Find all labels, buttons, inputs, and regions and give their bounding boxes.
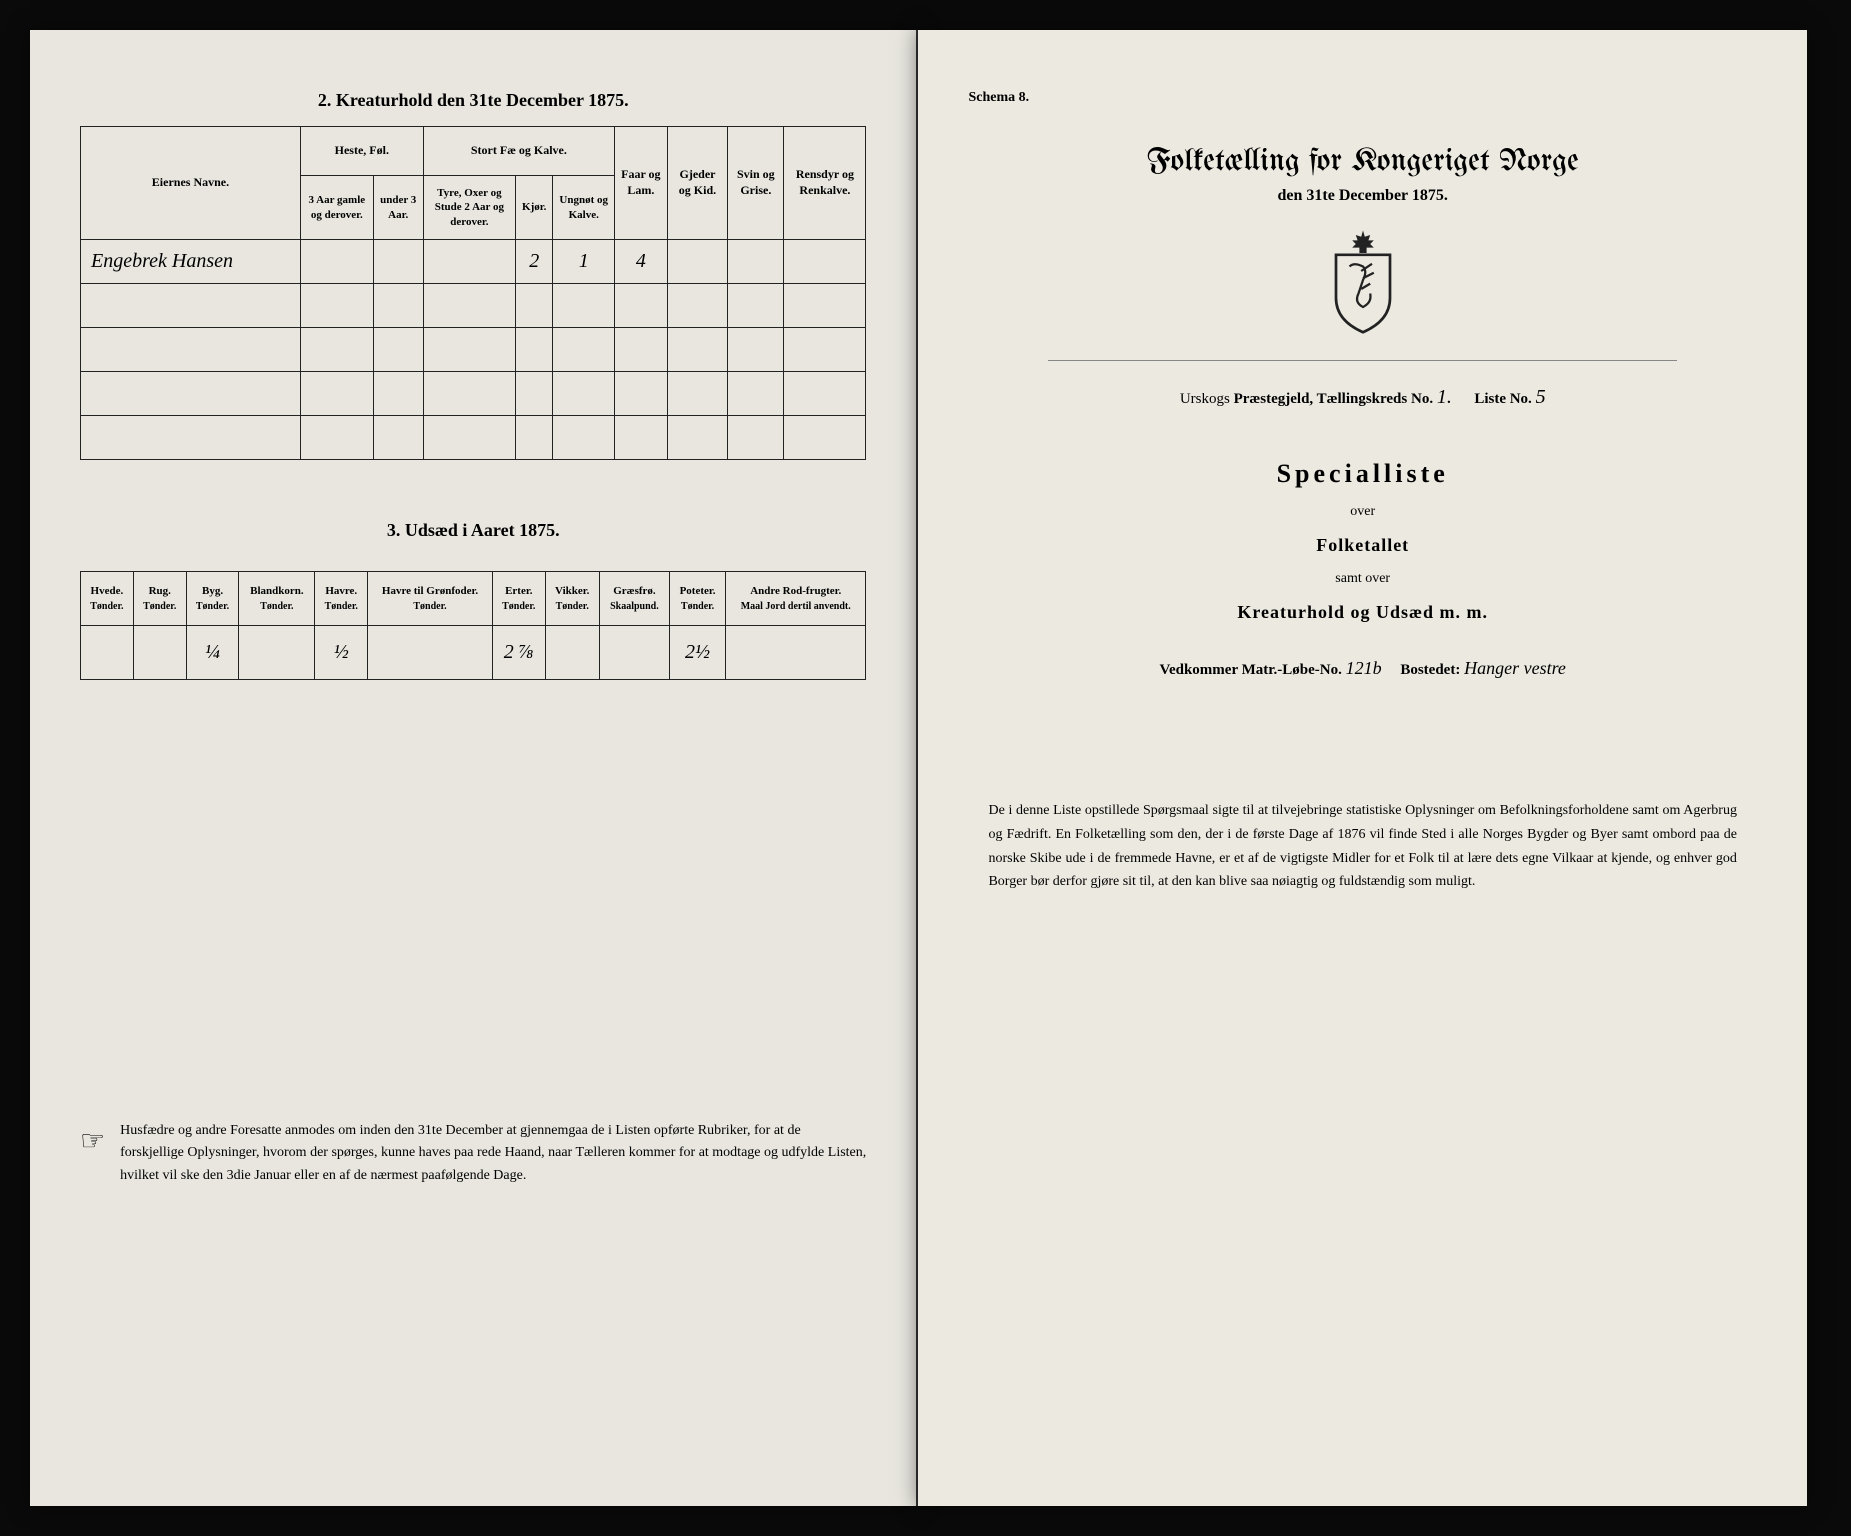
folketallet-label: Folketallet <box>968 535 1756 556</box>
col-pigs: Svin og Grise. <box>728 127 784 240</box>
sowing-table: Hvede.Tønder. Rug.Tønder. Byg.Tønder. Bl… <box>80 571 866 680</box>
table-row <box>81 416 866 460</box>
col-potatoes: Poteter.Tønder. <box>670 572 726 626</box>
col-owner-name: Eiernes Navne. <box>81 127 301 240</box>
parish-label: Præstegjeld, Tællingskreds No. <box>1234 391 1433 407</box>
liste-label: Liste No. <box>1474 391 1532 407</box>
cell <box>239 626 315 680</box>
col-grass-seed: Græsfrø.Skaalpund. <box>599 572 669 626</box>
cell-sheep: 4 <box>615 240 668 284</box>
over-label: over <box>968 504 1756 520</box>
matr-line: Vedkommer Matr.-Løbe-No. 121b Bostedet: … <box>968 658 1756 679</box>
samt-over-label: samt over <box>968 571 1756 587</box>
col-calves: Ungnøt og Kalve. <box>553 176 615 240</box>
cell <box>725 626 866 680</box>
table-row <box>81 284 866 328</box>
cell <box>368 626 493 680</box>
left-page: 2. Kreaturhold den 31te December 1875. E… <box>30 30 918 1506</box>
cell <box>728 240 784 284</box>
cell <box>784 240 866 284</box>
matr-label: Vedkommer Matr.-Løbe-No. <box>1160 662 1342 678</box>
livestock-table: Eiernes Navne. Heste, Føl. Stort Fæ og K… <box>80 126 866 460</box>
footer-note: ☞ Husfædre og andre Foresatte anmodes om… <box>80 1120 866 1187</box>
bostedet-label: Bostedet: <box>1400 662 1460 678</box>
cell <box>667 240 728 284</box>
table-header-row: Hvede.Tønder. Rug.Tønder. Byg.Tønder. Bl… <box>81 572 866 626</box>
right-page: Schema 8. Folketælling for Kongeriget No… <box>918 30 1806 1506</box>
col-vetches: Vikker.Tønder. <box>545 572 599 626</box>
kreatur-line: Kreaturhold og Udsæd m. m. <box>968 602 1756 623</box>
table-row: ¼ ½ 2 ⅞ 2½ <box>81 626 866 680</box>
coat-of-arms-icon <box>968 225 1756 340</box>
cell: 2 ⅞ <box>492 626 545 680</box>
cell: ¼ <box>186 626 239 680</box>
owner-name: Engebrek Hansen <box>81 240 301 284</box>
census-date: den 31te December 1875. <box>968 187 1756 205</box>
section3-title: 3. Udsæd i Aaret 1875. <box>80 520 866 541</box>
col-bulls: Tyre, Oxer og Stude 2 Aar og derover. <box>423 176 515 240</box>
cell <box>599 626 669 680</box>
col-mixed: Blandkorn.Tønder. <box>239 572 315 626</box>
bostedet-value: Hanger vestre <box>1464 658 1566 678</box>
document-spread: 2. Kreaturhold den 31te December 1875. E… <box>0 0 1851 1536</box>
col-barley: Byg.Tønder. <box>186 572 239 626</box>
col-rye: Rug.Tønder. <box>133 572 186 626</box>
table-row: Engebrek Hansen 2 1 4 <box>81 240 866 284</box>
divider <box>1048 360 1676 361</box>
cell <box>545 626 599 680</box>
section2-title: 2. Kreaturhold den 31te December 1875. <box>80 90 866 111</box>
cell: ½ <box>315 626 368 680</box>
table-header-row: Eiernes Navne. Heste, Føl. Stort Fæ og K… <box>81 127 866 176</box>
cell <box>373 240 423 284</box>
col-peas: Erter.Tønder. <box>492 572 545 626</box>
schema-label: Schema 8. <box>968 90 1756 106</box>
col-oats: Havre.Tønder. <box>315 572 368 626</box>
col-cattle: Stort Fæ og Kalve. <box>423 127 614 176</box>
cell-cows: 2 <box>516 240 553 284</box>
pointer-hand-icon: ☞ <box>80 1120 105 1165</box>
col-root-crops: Andre Rod-frugter.Maal Jord dertil anven… <box>725 572 866 626</box>
right-footer-text: De i denne Liste opstillede Spørgsmaal s… <box>968 799 1756 894</box>
parish-prefix: Urskogs <box>1180 391 1230 407</box>
cell <box>133 626 186 680</box>
col-sheep: Faar og Lam. <box>615 127 668 240</box>
table-row <box>81 372 866 416</box>
census-title: Folketælling for Kongeriget Norge <box>968 146 1756 179</box>
col-goats: Gjeder og Kid. <box>667 127 728 240</box>
col-horses: Heste, Føl. <box>300 127 423 176</box>
parish-line: Urskogs Præstegjeld, Tællingskreds No. 1… <box>968 386 1756 409</box>
col-wheat: Hvede.Tønder. <box>81 572 134 626</box>
col-horse-over3: 3 Aar gamle og derover. <box>300 176 373 240</box>
col-cows: Kjør. <box>516 176 553 240</box>
liste-no: 5 <box>1536 386 1546 408</box>
cell <box>423 240 515 284</box>
cell <box>300 240 373 284</box>
col-reindeer: Rensdyr og Renkalve. <box>784 127 866 240</box>
table-row <box>81 328 866 372</box>
kreds-no: 1. <box>1437 386 1452 408</box>
cell: 2½ <box>670 626 726 680</box>
col-green-oats: Havre til Grønfoder.Tønder. <box>368 572 493 626</box>
specialliste-heading: Specialliste <box>968 459 1756 489</box>
cell-calves: 1 <box>553 240 615 284</box>
footer-text: Husfædre og andre Foresatte anmodes om i… <box>120 1120 866 1187</box>
col-horse-under3: under 3 Aar. <box>373 176 423 240</box>
matr-no: 121b <box>1346 658 1382 678</box>
cell <box>81 626 134 680</box>
